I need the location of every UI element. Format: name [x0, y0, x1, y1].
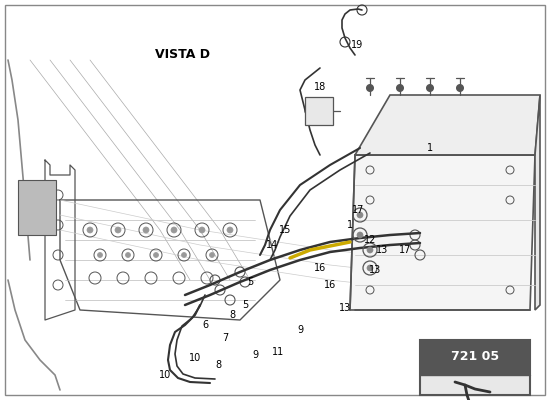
Text: 16: 16: [314, 263, 326, 273]
Text: 721 05: 721 05: [451, 350, 499, 364]
Polygon shape: [535, 95, 540, 310]
Bar: [420, 340, 530, 375]
Circle shape: [171, 227, 177, 233]
Text: 9: 9: [297, 325, 303, 335]
Text: 7: 7: [222, 333, 228, 343]
Text: 5: 5: [247, 277, 253, 287]
Circle shape: [199, 227, 205, 233]
Text: 12: 12: [364, 235, 376, 245]
Text: 16: 16: [324, 280, 336, 290]
Text: 8: 8: [229, 310, 235, 320]
Circle shape: [426, 84, 433, 92]
Bar: [305, 97, 333, 125]
Text: 13: 13: [339, 303, 351, 313]
Text: 10: 10: [189, 353, 201, 363]
Circle shape: [115, 227, 121, 233]
Polygon shape: [355, 95, 540, 155]
Circle shape: [87, 227, 93, 233]
Circle shape: [210, 252, 215, 258]
Circle shape: [397, 84, 404, 92]
Text: 10: 10: [159, 370, 171, 380]
Text: 17: 17: [352, 205, 364, 215]
Text: 13: 13: [376, 245, 388, 255]
Circle shape: [153, 252, 158, 258]
Text: 18: 18: [314, 82, 326, 92]
Text: 17: 17: [399, 245, 411, 255]
Circle shape: [227, 227, 233, 233]
Text: 9: 9: [252, 350, 258, 360]
Circle shape: [367, 247, 373, 253]
Circle shape: [367, 265, 373, 271]
Text: 5: 5: [242, 300, 248, 310]
Text: Bastuck
1985: Bastuck 1985: [222, 143, 398, 287]
Text: 19: 19: [351, 40, 363, 50]
Circle shape: [456, 84, 464, 92]
Circle shape: [125, 252, 130, 258]
Circle shape: [143, 227, 149, 233]
Text: 15: 15: [279, 225, 291, 235]
Circle shape: [357, 212, 363, 218]
Polygon shape: [350, 155, 535, 310]
Circle shape: [366, 84, 373, 92]
Bar: [420, 340, 530, 395]
Circle shape: [182, 252, 186, 258]
Text: 1: 1: [427, 143, 433, 153]
Text: 14: 14: [266, 240, 278, 250]
Text: 1: 1: [347, 220, 353, 230]
Text: 6: 6: [202, 320, 208, 330]
Text: 8: 8: [215, 360, 221, 370]
Circle shape: [97, 252, 102, 258]
Text: 13: 13: [369, 265, 381, 275]
Text: 11: 11: [272, 347, 284, 357]
Text: VISTA D: VISTA D: [155, 48, 210, 62]
Bar: [18, 180, 56, 235]
Circle shape: [357, 232, 363, 238]
